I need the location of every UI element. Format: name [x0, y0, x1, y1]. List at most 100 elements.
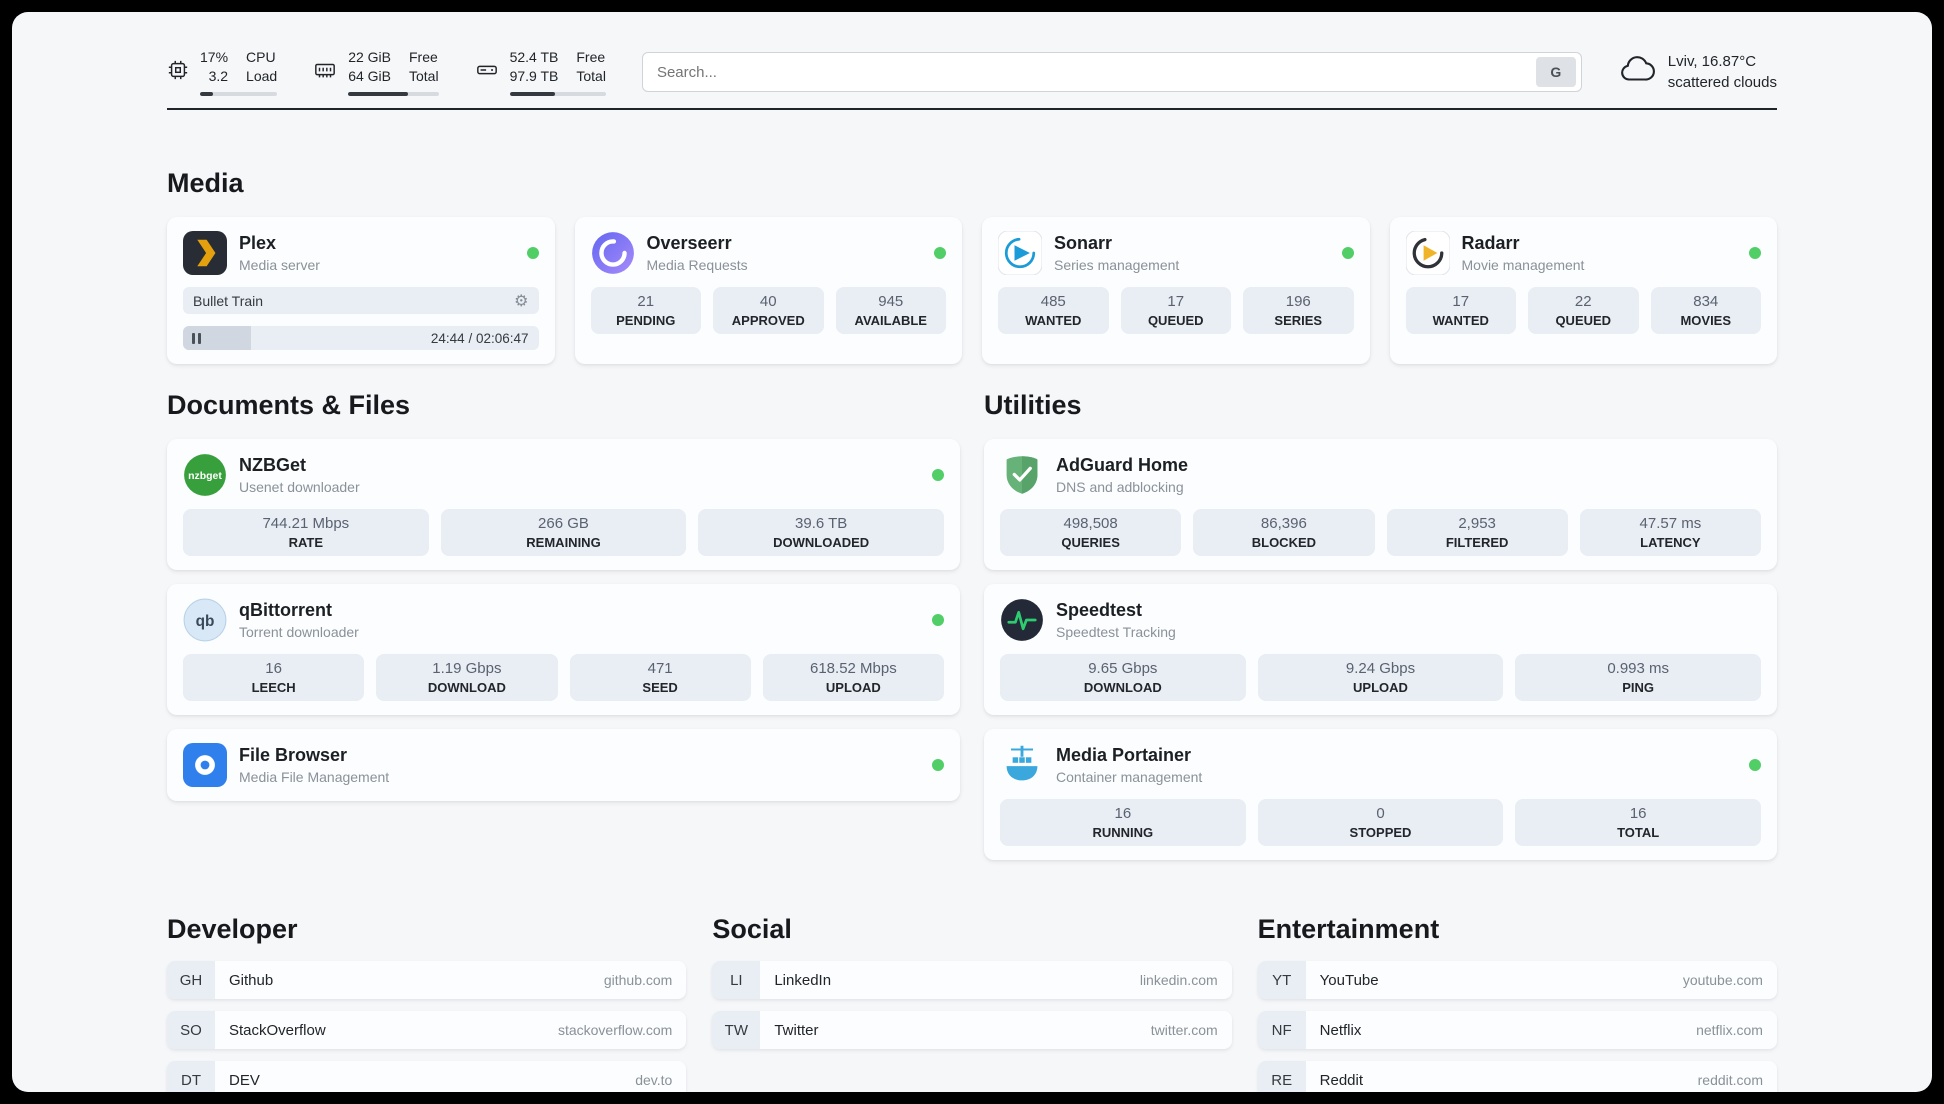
bookmark-abbr: LI — [712, 961, 761, 999]
status-dot — [932, 614, 944, 626]
stat-box: 196 SERIES — [1243, 287, 1354, 334]
stat-box: 39.6 TB DOWNLOADED — [698, 509, 944, 556]
documents-section: Documents & Files nzbget NZBGet Usenet d… — [167, 390, 960, 801]
disk-widget: 52.4 TB 97.9 TB Free Total — [475, 49, 606, 96]
weather-location: Lviv, 16.87°C — [1667, 53, 1757, 70]
search-bar: G — [641, 52, 1582, 92]
stat-value: 16 — [265, 660, 282, 677]
app-card-qbittorrent[interactable]: qb qBittorrent Torrent downloader 16 LEE… — [167, 584, 960, 715]
stat-label: MOVIES — [1680, 313, 1732, 328]
stat-label: DOWNLOADED — [773, 535, 870, 550]
bookmark-netflix[interactable]: NF Netflix netflix.com — [1257, 1011, 1777, 1049]
developer-section: Developer GH Github github.com SO StackO… — [167, 914, 687, 1092]
search-input[interactable] — [656, 63, 1536, 81]
app-name: AdGuard Home — [1056, 455, 1189, 475]
bookmark-twitter[interactable]: TW Twitter twitter.com — [712, 1011, 1232, 1049]
svg-text:nzbget: nzbget — [188, 471, 222, 482]
app-name: Speedtest — [1056, 600, 1143, 620]
sonarr-icon — [998, 231, 1042, 275]
app-card-plex[interactable]: Plex Media server Bullet Train ⚙ 24:44 /… — [167, 217, 555, 364]
stat-value: 196 — [1285, 293, 1311, 310]
speedtest-icon — [1000, 598, 1044, 642]
bookmark-stackoverflow[interactable]: SO StackOverflow stackoverflow.com — [167, 1011, 687, 1049]
ram-progress-bar — [348, 91, 439, 96]
status-dot — [932, 759, 944, 771]
bookmark-dev[interactable]: DT DEV dev.to — [167, 1061, 687, 1092]
ram-total-label: Total — [409, 68, 439, 84]
stat-box: 47.57 ms LATENCY — [1579, 509, 1761, 556]
stat-box: 471 SEED — [569, 654, 751, 701]
stat-value: 9.24 Gbps — [1345, 660, 1416, 677]
filebrowser-icon — [183, 743, 227, 787]
stat-box: 744.21 Mbps RATE — [183, 509, 429, 556]
radarr-icon — [1405, 231, 1450, 275]
app-card-portainer[interactable]: Media Portainer Container management 16 … — [984, 729, 1777, 860]
entertainment-section: Entertainment YT YouTube youtube.com NF … — [1257, 914, 1777, 1092]
status-dot — [932, 469, 944, 481]
app-card-nzbget[interactable]: nzbget NZBGet Usenet downloader 744.21 M… — [167, 439, 960, 570]
app-card-speedtest[interactable]: Speedtest Speedtest Tracking 9.65 Gbps D… — [984, 584, 1777, 715]
weather-condition: scattered clouds — [1667, 74, 1777, 91]
playback-progress-bar[interactable]: 24:44 / 02:06:47 — [183, 326, 539, 350]
stat-box: 9.65 Gbps DOWNLOAD — [1000, 654, 1246, 701]
stat-label: UPLOAD — [1353, 680, 1408, 695]
stat-value: 0 — [1376, 805, 1385, 822]
stat-value: 266 GB — [538, 515, 589, 532]
bookmark-name: YouTube — [1319, 971, 1379, 989]
pause-icon[interactable] — [192, 332, 201, 344]
gear-icon[interactable]: ⚙ — [514, 291, 529, 310]
stat-box: 17 WANTED — [1405, 287, 1516, 334]
stat-box: 16 TOTAL — [1515, 799, 1761, 846]
app-name: Radarr — [1461, 233, 1520, 253]
app-name: Plex — [239, 233, 277, 253]
stat-value: 744.21 Mbps — [262, 515, 350, 532]
bookmark-youtube[interactable]: YT YouTube youtube.com — [1257, 961, 1777, 999]
bookmark-abbr: DT — [167, 1061, 215, 1092]
stat-value: 22 — [1574, 293, 1592, 310]
app-subtitle: Media Requests — [646, 257, 748, 273]
entertainment-section-title: Entertainment — [1257, 914, 1440, 944]
app-card-overseerr[interactable]: Overseerr Media Requests 21 PENDING 40 A… — [574, 217, 962, 364]
bookmark-github[interactable]: GH Github github.com — [167, 961, 687, 999]
cpu-icon — [167, 59, 189, 86]
stat-value: 498,508 — [1063, 515, 1118, 532]
app-name: Media Portainer — [1056, 745, 1192, 765]
app-card-radarr[interactable]: Radarr Movie management 17 WANTED 22 QUE… — [1389, 217, 1777, 364]
disk-progress-bar — [509, 91, 606, 96]
stat-value: 834 — [1693, 293, 1719, 310]
playback-time: 24:44 / 02:06:47 — [430, 330, 529, 346]
overseerr-icon — [591, 231, 635, 275]
app-card-adguard[interactable]: AdGuard Home DNS and adblocking 498,508 … — [984, 439, 1777, 570]
disk-total-value: 97.9 TB — [509, 68, 559, 84]
app-name: Overseerr — [646, 233, 732, 253]
stat-label: AVAILABLE — [854, 313, 927, 328]
bookmark-name: DEV — [229, 1071, 260, 1089]
portainer-icon — [1000, 743, 1044, 787]
stat-value: 945 — [878, 293, 904, 310]
cpu-progress-bar — [200, 91, 278, 96]
stat-value: 17 — [1452, 293, 1470, 310]
stat-label: WANTED — [1432, 313, 1489, 328]
topbar-divider — [167, 108, 1777, 110]
cloud-icon — [1618, 55, 1656, 90]
bookmark-linkedin[interactable]: LI LinkedIn linkedin.com — [712, 961, 1232, 999]
app-card-filebrowser[interactable]: File Browser Media File Management — [167, 729, 960, 801]
cpu-load-value: 3.2 — [208, 68, 229, 84]
stat-label: APPROVED — [731, 313, 805, 328]
stat-value: 618.52 Mbps — [810, 660, 897, 677]
stat-box: 0.993 ms PING — [1515, 654, 1761, 701]
status-dot — [526, 247, 539, 259]
bookmark-abbr: SO — [167, 1011, 215, 1049]
bookmark-reddit[interactable]: RE Reddit reddit.com — [1257, 1061, 1777, 1092]
bookmark-abbr: TW — [712, 1011, 761, 1049]
stat-value: 2,953 — [1458, 515, 1496, 532]
bookmark-url: twitter.com — [1150, 1022, 1218, 1038]
stat-label: QUEUED — [1147, 313, 1204, 328]
stat-label: UPLOAD — [825, 680, 881, 695]
stat-box: 834 MOVIES — [1650, 287, 1761, 334]
stat-value: 40 — [759, 293, 777, 310]
disk-icon — [475, 59, 499, 86]
stat-box: 945 AVAILABLE — [835, 287, 946, 334]
search-engine-button[interactable]: G — [1535, 57, 1576, 87]
app-card-sonarr[interactable]: Sonarr Series management 485 WANTED 17 Q… — [982, 217, 1370, 364]
